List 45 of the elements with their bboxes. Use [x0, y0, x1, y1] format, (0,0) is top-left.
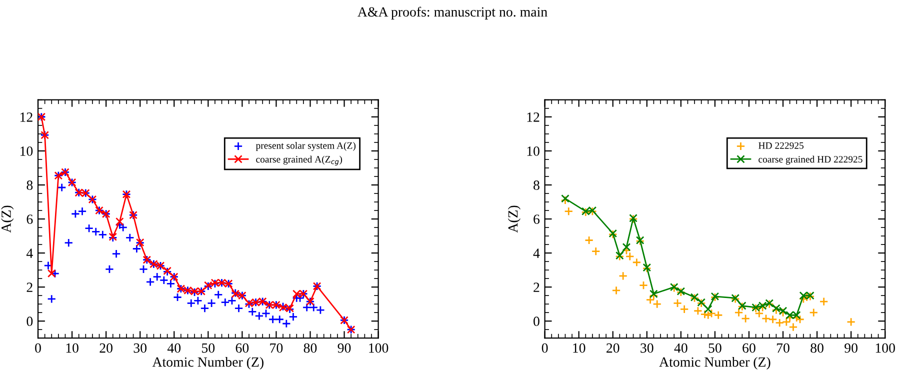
y-axis-title: A(Z) — [1, 206, 14, 233]
x-tick-label: 60 — [236, 343, 249, 353]
x-tick-label: 90 — [338, 343, 351, 353]
legend-label: HD 222925 — [758, 142, 804, 149]
y-tick-label: 8 — [26, 180, 33, 190]
x-tick-label: 70 — [270, 343, 283, 353]
x-tick-label: 100 — [369, 343, 388, 353]
y-tick-label: 12 — [527, 112, 540, 122]
x-axis-title: Atomic Number (Z) — [659, 356, 770, 370]
y-tick-label: 0 — [26, 316, 33, 326]
y-tick-label: 2 — [26, 282, 32, 292]
y-tick-label: 10 — [527, 146, 540, 156]
x-tick-label: 100 — [876, 343, 895, 353]
x-tick-label: 30 — [640, 343, 654, 353]
x-tick-label: 60 — [742, 343, 756, 353]
x-tick-label: 40 — [167, 343, 181, 353]
x-tick-label: 0 — [542, 343, 548, 353]
y-tick-label: 4 — [26, 248, 33, 258]
x-tick-label: 90 — [844, 343, 858, 353]
x-tick-label: 10 — [66, 343, 78, 353]
y-tick-label: 4 — [533, 248, 540, 258]
x-axis-title: Atomic Number (Z) — [152, 356, 264, 370]
x-tick-label: 50 — [708, 343, 722, 353]
x-tick-label: 70 — [776, 343, 790, 353]
legend-label: present solar system A(Z) — [256, 142, 356, 151]
legend-label: coarse grained A(Z$_{cg}$) — [256, 156, 342, 166]
x-tick-label: 0 — [35, 343, 41, 353]
y-tick-label: 12 — [20, 112, 32, 122]
legend-label: coarse grained HD 222925 — [758, 156, 862, 165]
y-tick-label: 0 — [534, 316, 540, 326]
x-tick-label: 50 — [202, 343, 215, 353]
y-tick-label: 2 — [534, 282, 540, 292]
y-tick-label: 6 — [26, 214, 33, 224]
y-tick-label: 6 — [534, 214, 540, 224]
x-tick-label: 20 — [100, 343, 112, 353]
x-tick-label: 80 — [304, 343, 317, 353]
text: A&A proofs: manuscript no. main — [358, 6, 548, 20]
y-tick-label: 8 — [534, 180, 540, 190]
x-tick-label: 40 — [674, 343, 688, 353]
x-tick-label: 30 — [134, 343, 147, 353]
y-axis-title: A(Z) — [508, 206, 521, 233]
x-tick-label: 20 — [606, 343, 620, 353]
x-tick-label: 10 — [573, 343, 586, 353]
y-tick-label: 10 — [20, 146, 33, 156]
x-tick-label: 80 — [810, 343, 824, 353]
